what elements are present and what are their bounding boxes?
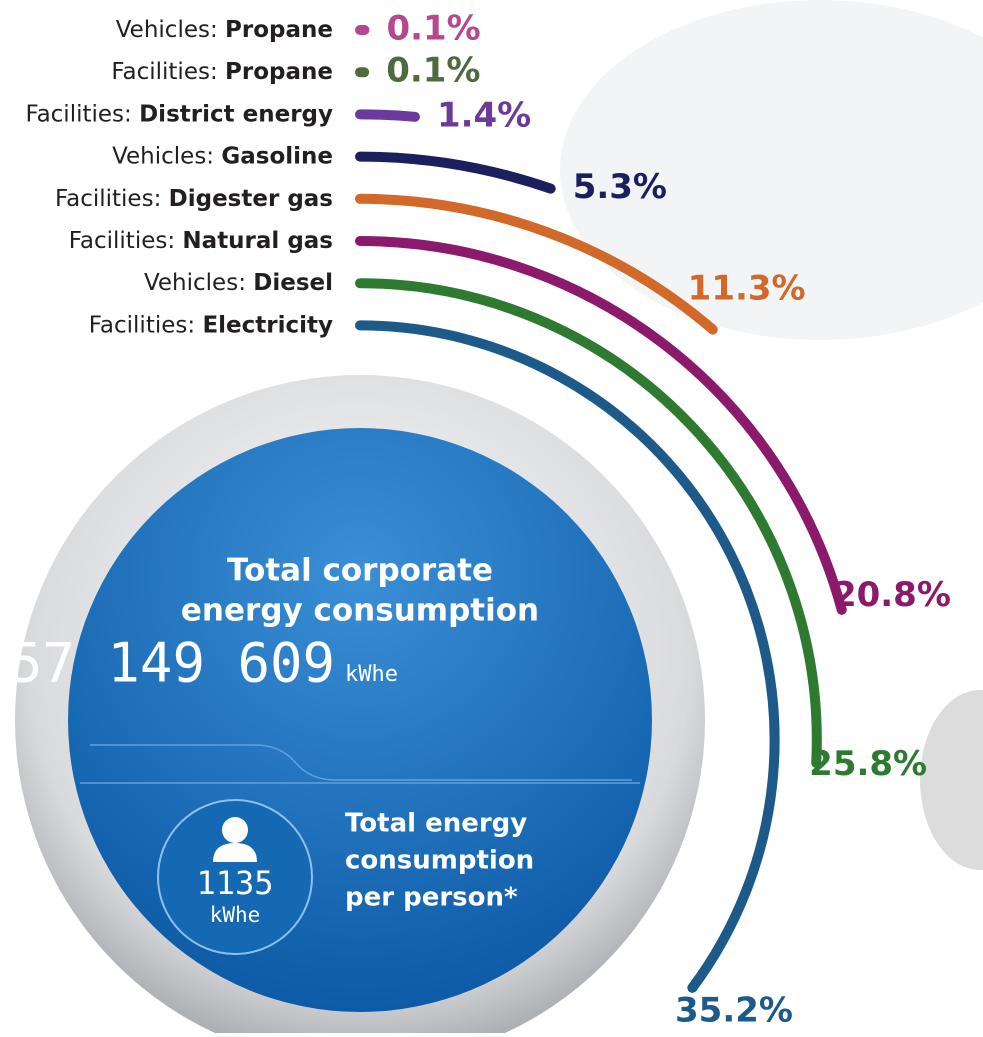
per-person-unit: kWhe [210, 903, 261, 927]
category-name: Digester gas [169, 185, 333, 211]
value-label: 11.3% [688, 269, 806, 309]
category-group: Facilities: [111, 59, 217, 85]
per-person-value: 1135 [196, 864, 273, 902]
category-group: Facilities: [55, 185, 161, 211]
value-label: 0.1% [386, 9, 480, 49]
per-person-label: consumption [345, 846, 534, 876]
category-label: Facilities: Digester gas [55, 185, 333, 211]
center-title: energy consumption [181, 593, 539, 629]
category-label: Facilities: Natural gas [69, 228, 333, 254]
category-label: Vehicles: Propane [116, 17, 333, 43]
category-label: Vehicles: Diesel [144, 270, 333, 296]
total-value: 157 149 609 [0, 632, 335, 695]
category-group: Facilities: [25, 101, 131, 127]
category-name: Propane [225, 59, 333, 85]
per-person-label: per person* [345, 883, 518, 913]
category-group: Vehicles: [144, 270, 246, 296]
person-icon [222, 817, 248, 843]
category-group: Facilities: [69, 228, 175, 254]
value-label: 20.8% [833, 575, 951, 615]
center-title: Total corporate [227, 553, 493, 589]
value-label: 25.8% [809, 744, 927, 784]
category-name: Electricity [202, 312, 333, 338]
category-name: District energy [139, 101, 333, 127]
category-name: Gasoline [221, 143, 333, 169]
arc-bar [360, 114, 415, 116]
category-name: Natural gas [182, 228, 333, 254]
dial-face [68, 428, 652, 1012]
value-label: 0.1% [386, 51, 480, 91]
value-label: 1.4% [437, 95, 531, 135]
per-person-label: Total energy [345, 809, 527, 839]
category-label: Facilities: Electricity [89, 312, 333, 338]
category-group: Facilities: [89, 312, 195, 338]
category-group: Vehicles: [112, 143, 214, 169]
category-label: Facilities: District energy [25, 101, 333, 127]
background-shape [920, 690, 983, 870]
category-name: Propane [225, 17, 333, 43]
value-label: 5.3% [573, 167, 667, 207]
total-unit: kWhe [345, 662, 398, 687]
category-group: Vehicles: [116, 17, 218, 43]
chart: Total corporate energy consumption 157 1… [0, 0, 983, 1033]
category-label: Facilities: Propane [111, 59, 333, 85]
value-label: 35.2% [675, 991, 793, 1031]
category-label: Vehicles: Gasoline [112, 143, 333, 169]
category-name: Diesel [253, 270, 333, 296]
arc-bar [360, 157, 551, 189]
